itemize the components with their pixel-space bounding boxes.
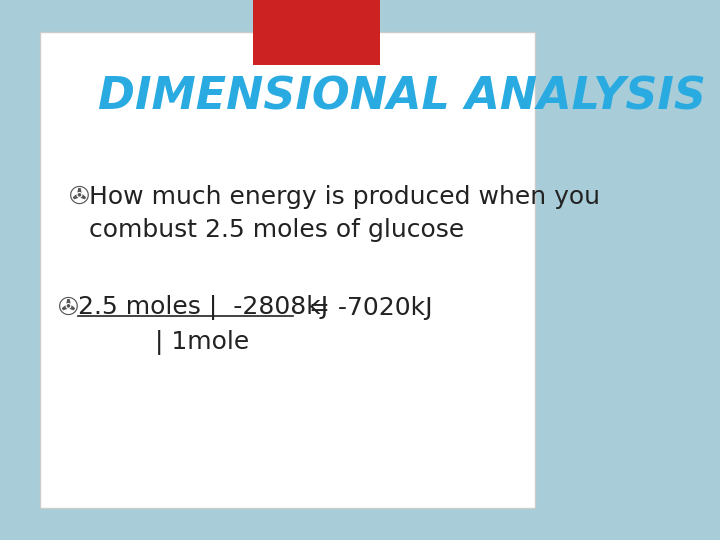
Text: | 1mole: | 1mole	[156, 330, 250, 355]
Text: 2.5 moles |  -2808kJ: 2.5 moles | -2808kJ	[78, 295, 328, 320]
Text: DIMENSIONAL ANALYSIS: DIMENSIONAL ANALYSIS	[98, 76, 706, 119]
Bar	[253, 0, 379, 65]
Text: ✇: ✇	[69, 185, 90, 209]
Text: combust 2.5 moles of glucose: combust 2.5 moles of glucose	[89, 218, 464, 241]
Text: = -7020kJ: = -7020kJ	[293, 296, 433, 320]
Text: How much energy is produced when you: How much energy is produced when you	[89, 185, 600, 209]
FancyBboxPatch shape	[40, 32, 535, 508]
Text: ✇: ✇	[58, 296, 78, 320]
